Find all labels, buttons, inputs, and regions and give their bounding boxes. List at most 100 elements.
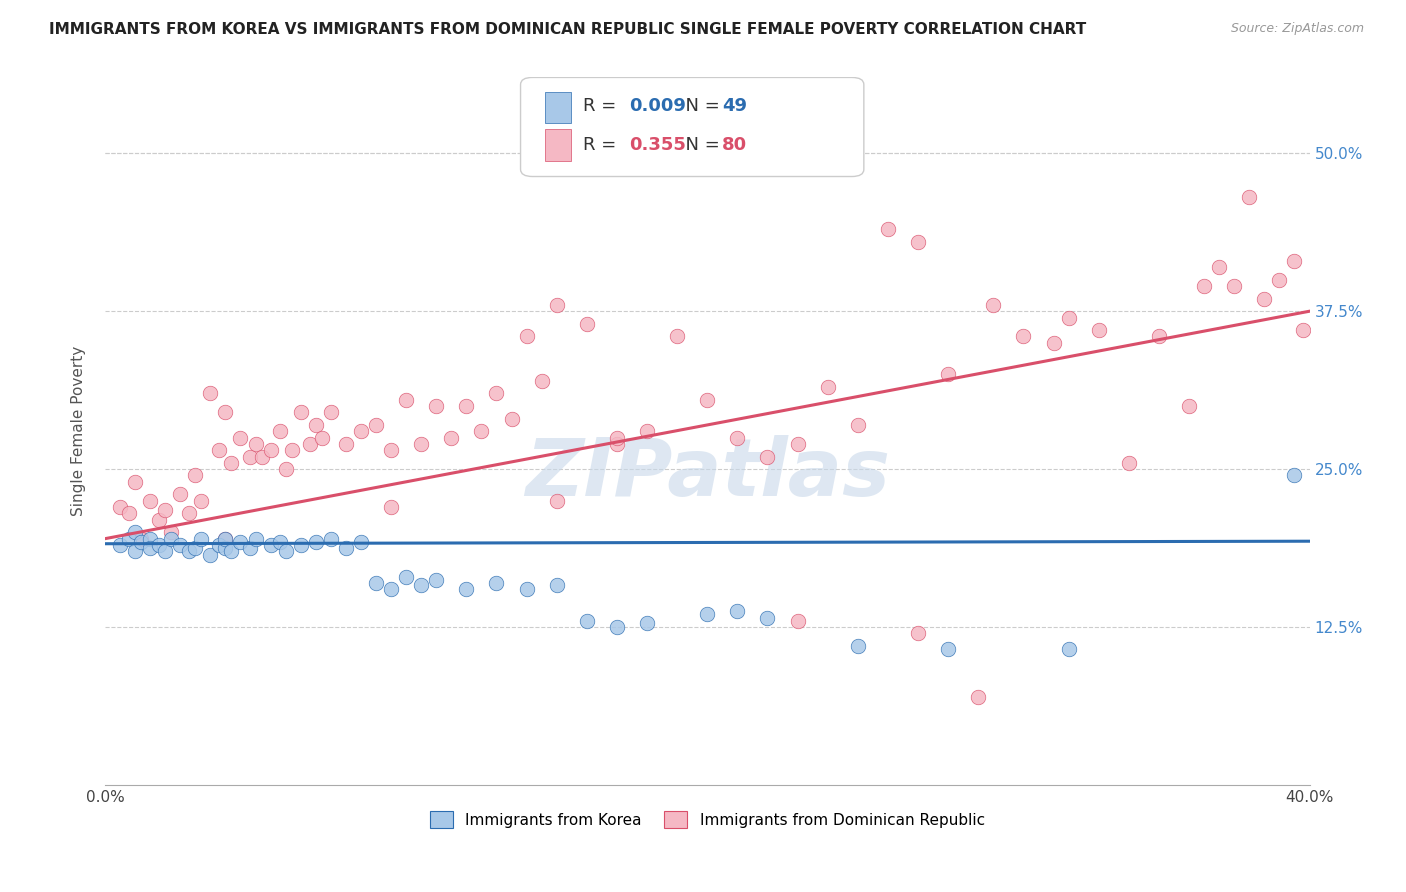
Point (190, 493, 212, 508)
Point (1087, 323, 1109, 337)
Point (786, 437, 808, 451)
Point (259, 443, 281, 458)
Text: 0.009: 0.009 (628, 97, 686, 115)
Y-axis label: Single Female Poverty: Single Female Poverty (72, 346, 86, 516)
Point (1284, 253, 1306, 268)
Legend: Immigrants from Korea, Immigrants from Dominican Republic: Immigrants from Korea, Immigrants from D… (423, 805, 991, 834)
Text: N =: N = (673, 136, 725, 154)
Point (350, 424, 373, 438)
Point (208, 538, 231, 552)
Point (148, 513, 170, 527)
Point (259, 538, 281, 552)
Point (411, 578, 433, 592)
Point (238, 541, 260, 555)
Point (160, 532, 183, 546)
FancyBboxPatch shape (520, 78, 863, 177)
Point (877, 222, 900, 236)
Point (1239, 190, 1261, 204)
Point (238, 450, 260, 464)
Point (214, 532, 236, 546)
Point (756, 450, 779, 464)
Text: 49: 49 (721, 97, 747, 115)
Point (200, 386, 222, 401)
Point (546, 298, 568, 312)
Point (936, 641, 959, 656)
Point (319, 532, 342, 546)
Point (290, 405, 312, 419)
Text: N =: N = (673, 97, 725, 115)
Point (364, 575, 387, 590)
Point (364, 417, 387, 432)
Point (636, 424, 658, 438)
Point (786, 614, 808, 628)
Point (124, 475, 146, 489)
Point (1223, 279, 1246, 293)
Point (666, 329, 689, 343)
FancyBboxPatch shape (544, 129, 571, 161)
Point (485, 386, 508, 401)
Point (179, 544, 201, 558)
Point (169, 538, 191, 552)
Point (305, 417, 328, 432)
Point (425, 399, 447, 413)
Point (129, 535, 152, 549)
Point (305, 535, 328, 549)
Point (636, 616, 658, 631)
Point (139, 541, 162, 555)
Point (129, 532, 152, 546)
Point (274, 544, 297, 558)
Point (725, 604, 748, 618)
Point (1057, 310, 1080, 325)
Point (1284, 468, 1306, 483)
Point (350, 535, 373, 549)
Point (1057, 641, 1080, 656)
Point (269, 535, 291, 549)
Point (1192, 279, 1215, 293)
Point (184, 468, 207, 483)
Point (214, 532, 236, 546)
Point (485, 575, 508, 590)
Text: ZIPatlas: ZIPatlas (524, 434, 890, 513)
Point (501, 411, 523, 425)
Text: IMMIGRANTS FROM KOREA VS IMMIGRANTS FROM DOMINICAN REPUBLIC SINGLE FEMALE POVERT: IMMIGRANTS FROM KOREA VS IMMIGRANTS FROM… (49, 22, 1087, 37)
Point (380, 443, 402, 458)
Point (274, 462, 297, 476)
Point (936, 368, 959, 382)
Point (139, 493, 162, 508)
Point (298, 437, 321, 451)
Point (311, 431, 333, 445)
Point (335, 541, 357, 555)
Text: 80: 80 (721, 136, 747, 154)
Point (250, 450, 273, 464)
Point (516, 329, 538, 343)
Point (725, 431, 748, 445)
Point (380, 582, 402, 597)
Point (229, 431, 252, 445)
Point (395, 392, 418, 407)
Point (200, 548, 222, 562)
Point (575, 317, 598, 331)
Point (817, 380, 839, 394)
Point (214, 405, 236, 419)
Point (155, 544, 177, 558)
Point (1012, 329, 1035, 343)
Point (981, 298, 1004, 312)
Point (155, 502, 177, 516)
Point (214, 541, 236, 555)
Point (290, 538, 312, 552)
Point (696, 392, 718, 407)
Point (221, 544, 243, 558)
Point (208, 443, 231, 458)
Point (139, 532, 162, 546)
Point (245, 532, 267, 546)
Point (118, 507, 141, 521)
Point (1042, 335, 1064, 350)
Point (606, 431, 628, 445)
Point (319, 405, 342, 419)
Point (756, 611, 779, 625)
Point (221, 456, 243, 470)
Point (1253, 292, 1275, 306)
Point (280, 443, 302, 458)
Point (108, 500, 131, 514)
Point (606, 620, 628, 634)
